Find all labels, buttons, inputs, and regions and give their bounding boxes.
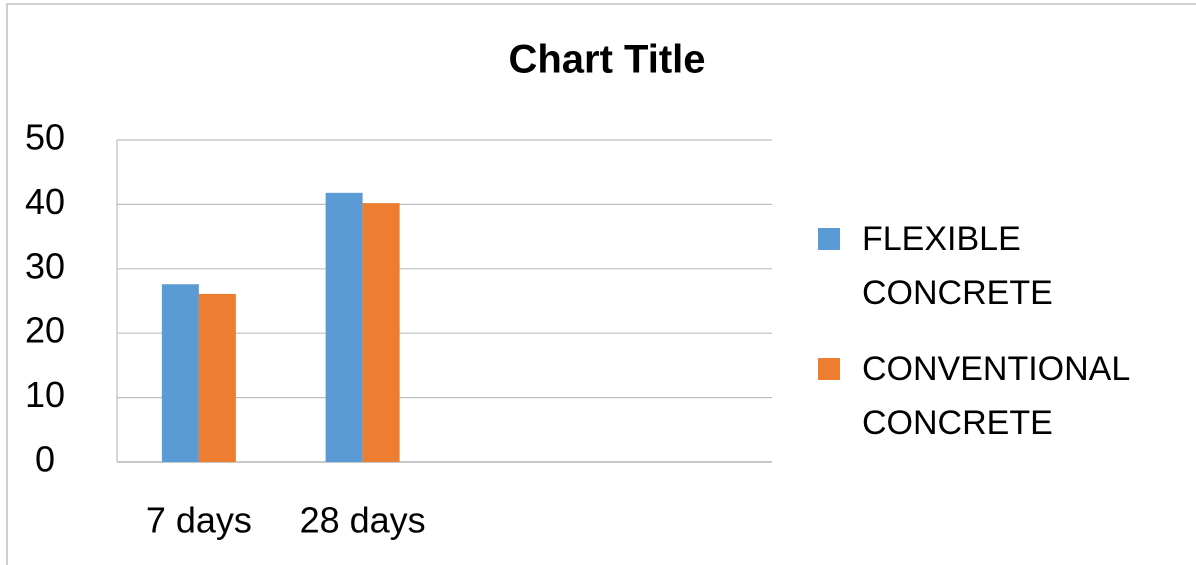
y-tick-label: 20 (25, 310, 65, 351)
legend-swatch (818, 228, 840, 250)
bar (325, 192, 363, 463)
legend-label: FLEXIBLE CONCRETE (862, 220, 1053, 312)
chart-border (6, 3, 1196, 565)
y-tick-label: 10 (25, 374, 65, 415)
bar (161, 284, 199, 462)
chart-title: Chart Title (508, 38, 705, 82)
y-tick-label: 0 (35, 439, 55, 480)
y-tick-label: 50 (25, 117, 65, 158)
bar (198, 293, 236, 462)
legend-item: FLEXIBLE CONCRETE (818, 212, 1188, 320)
bar (362, 203, 400, 462)
legend-item: CONVENTIONAL CONCRETE (818, 342, 1188, 450)
y-tick-label: 40 (25, 181, 65, 222)
legend-swatch (818, 358, 840, 380)
legend-label: CONVENTIONAL CONCRETE (862, 350, 1130, 442)
x-tick-label: 28 days (300, 500, 426, 541)
legend: FLEXIBLE CONCRETE CONVENTIONAL CONCRETE (818, 212, 1188, 472)
x-tick-label: 7 days (146, 500, 252, 541)
y-tick-label: 30 (25, 245, 65, 286)
